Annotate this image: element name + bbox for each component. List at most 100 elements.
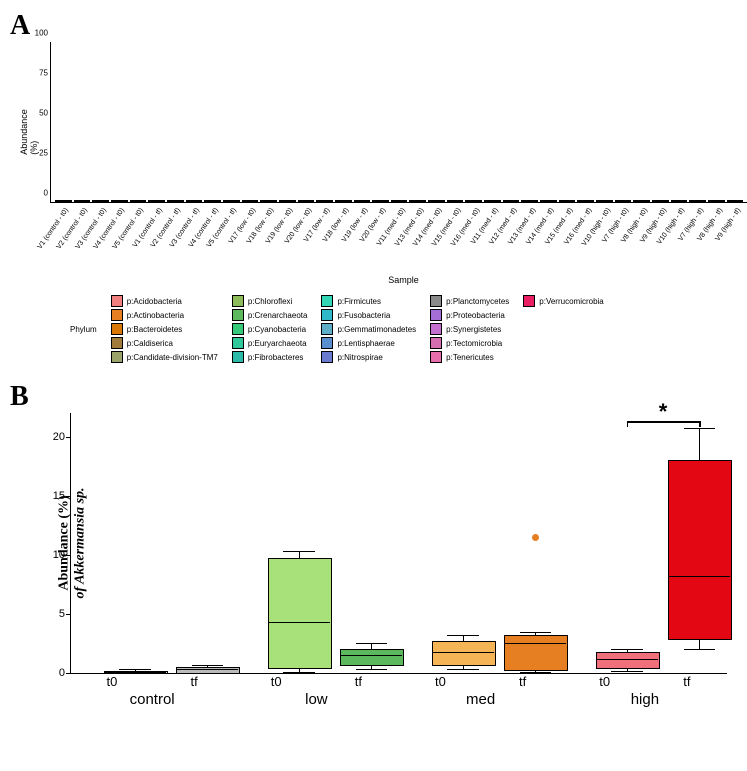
legend-item: p:Chloroflexi bbox=[232, 295, 308, 307]
stacked-bar-chart: Abundance (%) 0255075100 V1 (control - t… bbox=[10, 42, 747, 285]
legend-item: p:Cyanobacteria bbox=[232, 323, 308, 335]
bar bbox=[521, 200, 538, 202]
legend-swatch bbox=[232, 351, 244, 363]
legend-label: p:Tectomicrobia bbox=[446, 339, 502, 348]
bar bbox=[615, 200, 632, 202]
bar bbox=[391, 200, 408, 202]
legend-label: p:Acidobacteria bbox=[127, 297, 182, 306]
panel-b: B Abundance (%) of Akkermansia sp. 05101… bbox=[10, 381, 747, 724]
x-group-label: t0tfhigh bbox=[563, 674, 727, 724]
bar bbox=[372, 200, 389, 202]
legend-swatch bbox=[321, 323, 333, 335]
legend-label: p:Euryarchaeota bbox=[248, 339, 307, 348]
x-timepoint-label: t0 bbox=[107, 674, 118, 689]
x-timepoint-label: t0 bbox=[271, 674, 282, 689]
legend-swatch bbox=[321, 337, 333, 349]
legend-column: p:Chloroflexi p:Crenarchaeota p:Cyanobacte… bbox=[232, 295, 308, 363]
legend-a: Phylum p:Acidobacteriap:Actinobacteriap:… bbox=[70, 295, 747, 363]
bar bbox=[465, 200, 482, 202]
bar bbox=[186, 200, 203, 202]
legend-swatch bbox=[232, 309, 244, 321]
boxplot-box bbox=[432, 641, 496, 665]
bar bbox=[74, 200, 91, 202]
legend-item: p:Verrucomicrobia bbox=[523, 295, 603, 307]
legend-swatch bbox=[111, 309, 123, 321]
legend-label: p:Chloroflexi bbox=[248, 297, 292, 306]
bar bbox=[633, 200, 650, 202]
y-title-b-line2: of Akkermansia sp. bbox=[73, 487, 88, 598]
boxplot-box bbox=[268, 558, 332, 669]
bar bbox=[130, 200, 147, 202]
legend-item: p:Gemmatimonadetes bbox=[321, 323, 416, 335]
y-tick: 50 bbox=[39, 109, 48, 118]
x-timepoint-label: tf bbox=[519, 674, 526, 689]
legend-swatch bbox=[430, 337, 442, 349]
legend-item: p:Planctomycetes bbox=[430, 295, 509, 307]
legend-swatch bbox=[430, 323, 442, 335]
legend-item: p:Tenericutes bbox=[430, 351, 509, 363]
legend-label: p:Cyanobacteria bbox=[248, 325, 306, 334]
bar bbox=[223, 200, 240, 202]
legend-swatch bbox=[232, 323, 244, 335]
boxplot-chart: Abundance (%) of Akkermansia sp. 0510152… bbox=[70, 413, 727, 674]
legend-item: p:Lentisphaerae bbox=[321, 337, 416, 349]
y-tick: 100 bbox=[35, 29, 48, 38]
legend-swatch bbox=[430, 351, 442, 363]
bar bbox=[335, 200, 352, 202]
legend-swatch bbox=[232, 295, 244, 307]
legend-title: Phylum bbox=[70, 325, 97, 334]
x-axis-title-a: Sample bbox=[50, 275, 747, 285]
bar bbox=[727, 200, 744, 202]
legend-item: p:Fusobacteria bbox=[321, 309, 416, 321]
y-axis-title-a: Abundance (%) bbox=[19, 109, 39, 155]
bar bbox=[503, 200, 520, 202]
legend-swatch bbox=[321, 309, 333, 321]
legend-label: p:Nitrospirae bbox=[337, 353, 382, 362]
y-tick-b: 15 bbox=[53, 490, 65, 502]
legend-swatch bbox=[430, 295, 442, 307]
x-labels-a: V1 (control - t0)V2 (control - t0)V3 (co… bbox=[50, 203, 747, 273]
legend-column: p:Firmicutes p:Fusobacteria p:Gemmatimonad… bbox=[321, 295, 416, 363]
boxplot-box bbox=[340, 649, 404, 665]
bar bbox=[316, 200, 333, 202]
legend-label: p:Caldiserica bbox=[127, 339, 173, 348]
legend-swatch bbox=[321, 295, 333, 307]
legend-item: p:Bacteroidetes bbox=[111, 323, 218, 335]
bars-container bbox=[50, 42, 747, 203]
legend-label: p:Firmicutes bbox=[337, 297, 381, 306]
legend-column: p:Planctomycetesp:Proteobacteriap:Synerg… bbox=[430, 295, 509, 363]
legend-item: p:Caldiserica bbox=[111, 337, 218, 349]
y-tick: 25 bbox=[39, 149, 48, 158]
x-timepoint-label: tf bbox=[355, 674, 362, 689]
y-tick-b: 20 bbox=[53, 431, 65, 443]
bar bbox=[279, 200, 296, 202]
legend-column: p:Verrucomicrobia bbox=[523, 295, 603, 307]
y-axis-title-b: Abundance (%) of Akkermansia sp. bbox=[57, 487, 89, 598]
bar bbox=[671, 200, 688, 202]
x-timepoint-label: tf bbox=[190, 674, 197, 689]
legend-label: p:Lentisphaerae bbox=[337, 339, 394, 348]
bar bbox=[260, 200, 277, 202]
legend-item: p:Euryarchaeota bbox=[232, 337, 308, 349]
x-timepoint-label: t0 bbox=[435, 674, 446, 689]
panel-b-label: B bbox=[10, 381, 747, 413]
y-tick-b: 0 bbox=[59, 667, 65, 679]
bar bbox=[577, 200, 594, 202]
bar bbox=[540, 200, 557, 202]
legend-item: p:Crenarchaeota bbox=[232, 309, 308, 321]
bar bbox=[652, 200, 669, 202]
legend-label: p:Tenericutes bbox=[446, 353, 494, 362]
legend-item: p:Synergistetes bbox=[430, 323, 509, 335]
y-tick: 0 bbox=[44, 189, 48, 198]
legend-label: p:Candidate-division-TM7 bbox=[127, 353, 218, 362]
legend-swatch bbox=[111, 295, 123, 307]
boxplot-box bbox=[596, 652, 660, 669]
x-timepoint-label: tf bbox=[683, 674, 690, 689]
bar bbox=[298, 200, 315, 202]
legend-label: p:Fibrobacteres bbox=[248, 353, 304, 362]
legend-label: p:Actinobacteria bbox=[127, 311, 184, 320]
legend-item: p:Tectomicrobia bbox=[430, 337, 509, 349]
legend-column: p:Acidobacteria p:Actinobacteria p:Bactero… bbox=[111, 295, 218, 363]
x-tick-label: V9 (high - tf) bbox=[726, 203, 743, 273]
bar bbox=[55, 200, 72, 202]
